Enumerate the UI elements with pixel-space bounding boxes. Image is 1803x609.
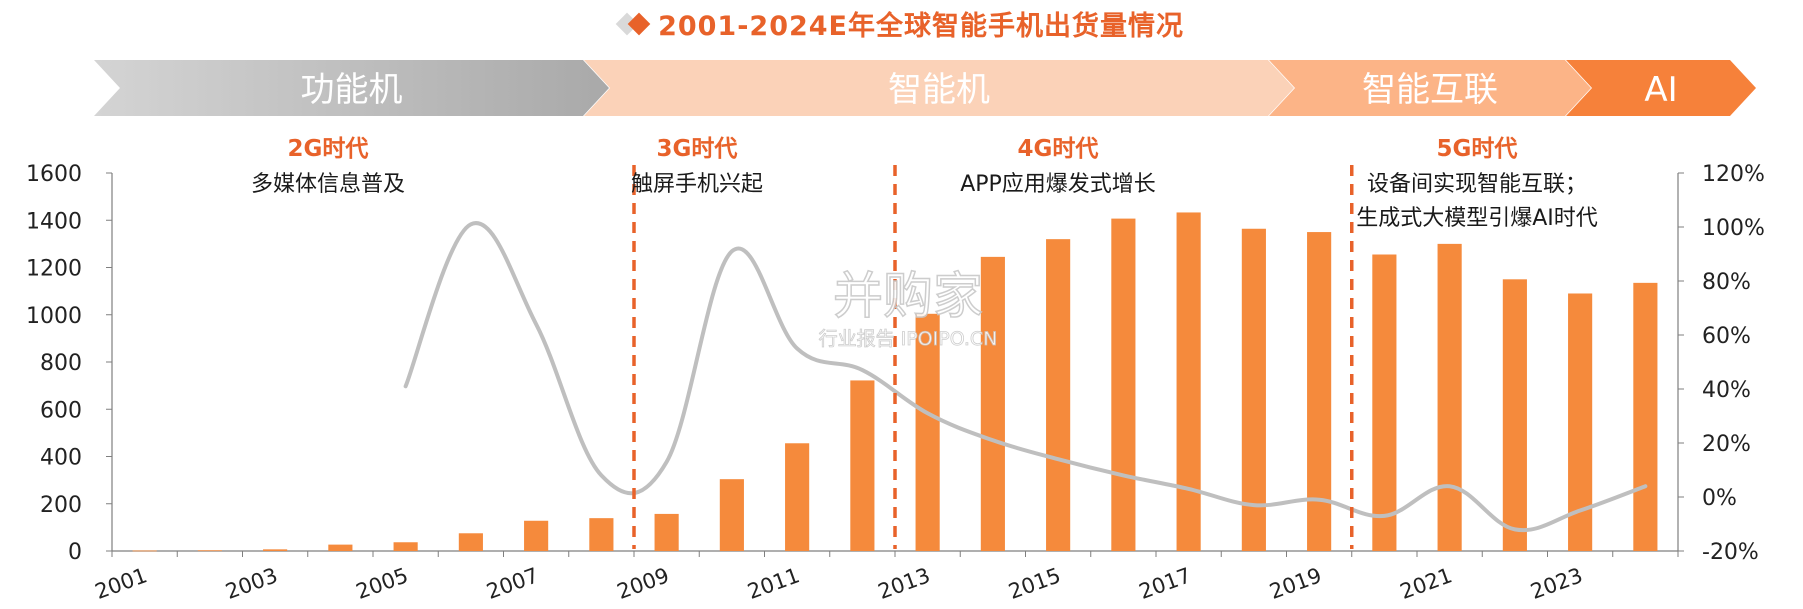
bar	[1241, 228, 1266, 551]
bar	[915, 313, 940, 551]
y-right-tick-label: 60%	[1702, 324, 1751, 349]
x-tick-label: 2017	[1136, 563, 1194, 604]
generation-desc: 多媒体信息普及	[251, 172, 405, 197]
y-left-tick-label: 0	[68, 540, 82, 565]
generation-title: 3G时代	[657, 136, 738, 162]
title-bar: 2001-2024E年全球智能手机出货量情况	[0, 4, 1803, 43]
x-tick-label: 2011	[744, 563, 802, 604]
bar	[1372, 254, 1397, 551]
bar	[524, 520, 549, 551]
bar	[1176, 212, 1201, 552]
y-left-tick-label: 800	[40, 351, 82, 376]
era-label: 智能互联	[1362, 70, 1498, 110]
y-right-tick-label: 0%	[1702, 486, 1737, 511]
bar	[458, 533, 483, 551]
x-tick-label: 2001	[92, 563, 150, 604]
era-chevron	[94, 60, 609, 116]
generation-title: 4G时代	[1018, 136, 1099, 162]
y-left-tick-label: 1000	[26, 304, 82, 329]
y-left-tick-label: 1400	[26, 209, 82, 234]
era-chevron	[1269, 60, 1591, 116]
bar	[850, 380, 875, 551]
bar	[132, 550, 157, 552]
x-tick-label: 2003	[222, 563, 280, 604]
bar	[1111, 218, 1136, 551]
era-label: 功能机	[301, 70, 403, 110]
x-tick-label: 2023	[1527, 563, 1585, 604]
y-right-tick-label: 80%	[1702, 270, 1751, 295]
y-right-tick-label: 100%	[1702, 216, 1765, 241]
chart-title: 2001-2024E年全球智能手机出货量情况	[658, 11, 1185, 42]
x-tick-label: 2019	[1266, 563, 1324, 604]
bar	[393, 542, 418, 551]
y-right-tick-label: 120%	[1702, 162, 1765, 187]
bar	[328, 544, 353, 551]
bar	[1633, 282, 1658, 551]
era-label: 智能机	[888, 70, 990, 110]
bar	[1046, 239, 1071, 551]
bar	[263, 549, 288, 551]
y-left-tick-label: 1600	[26, 162, 82, 187]
x-tick-label: 2021	[1397, 563, 1455, 604]
x-tick-label: 2013	[875, 563, 933, 604]
x-tick-label: 2007	[483, 563, 541, 604]
growth-line	[403, 221, 1648, 533]
bar	[654, 513, 679, 551]
bar	[1437, 243, 1462, 551]
generation-desc: 生成式大模型引爆AI时代	[1356, 206, 1598, 231]
bar	[1502, 279, 1527, 551]
y-left-tick-label: 400	[40, 446, 82, 471]
y-right-tick-label: 20%	[1702, 432, 1751, 457]
bar	[589, 518, 614, 551]
generation-desc: APP应用爆发式增长	[960, 172, 1156, 197]
era-chevron	[584, 60, 1294, 116]
bar	[719, 479, 744, 551]
watermark-logo: 并购家	[833, 267, 983, 325]
generation-desc: 设备间实现智能互联；	[1367, 172, 1587, 197]
bar	[980, 256, 1005, 551]
x-tick-label: 2015	[1005, 563, 1063, 604]
bar	[785, 443, 810, 551]
y-right-tick-label: 40%	[1702, 378, 1751, 403]
era-chevron	[1566, 60, 1756, 116]
watermark-subtitle: 行业报告 IPOIPO.CN	[819, 328, 998, 350]
y-left-tick-label: 1200	[26, 257, 82, 282]
y-left-tick-label: 200	[40, 493, 82, 518]
era-label: AI	[1644, 70, 1677, 110]
generation-desc: 触屏手机兴起	[631, 172, 763, 197]
x-tick-label: 2009	[614, 563, 672, 604]
bar	[197, 550, 222, 552]
generation-title: 2G时代	[288, 136, 369, 162]
generation-title: 5G时代	[1437, 136, 1518, 162]
y-right-tick-label: -20%	[1702, 540, 1759, 565]
x-tick-label: 2005	[353, 563, 411, 604]
y-left-tick-label: 600	[40, 398, 82, 423]
